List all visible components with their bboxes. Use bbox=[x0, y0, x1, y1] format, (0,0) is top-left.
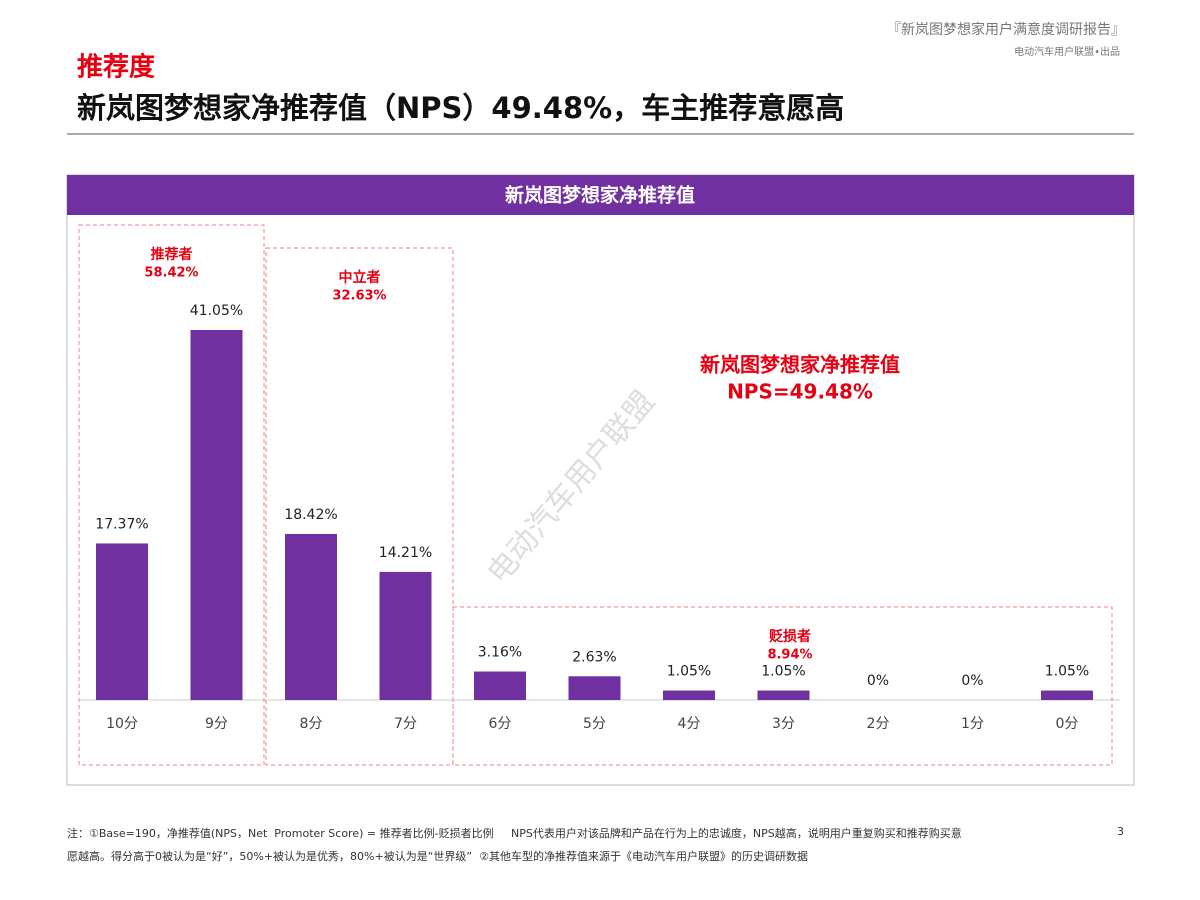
x-tick-label: 5分 bbox=[583, 716, 606, 732]
page-number: 3 bbox=[1117, 825, 1124, 838]
value-label: 17.37% bbox=[95, 516, 148, 532]
chart-header bbox=[67, 175, 1134, 215]
x-tick-label: 0分 bbox=[1056, 716, 1079, 732]
value-label: 3.16% bbox=[478, 645, 522, 661]
group-box bbox=[78, 224, 265, 766]
x-tick-label: 4分 bbox=[678, 716, 701, 732]
x-tick-label: 6分 bbox=[489, 716, 512, 732]
bar bbox=[96, 543, 148, 700]
x-tick-label: 2分 bbox=[867, 716, 890, 732]
value-label: 1.05% bbox=[667, 664, 711, 680]
group-name: 中立者 bbox=[339, 269, 381, 286]
report-name: 『新岚图梦想家用户满意度调研报告』 bbox=[887, 21, 1125, 38]
value-label: 18.42% bbox=[284, 507, 337, 523]
x-tick-label: 7分 bbox=[394, 716, 417, 732]
bar bbox=[568, 676, 621, 700]
value-label: 14.21% bbox=[379, 545, 432, 561]
group-value: 8.94% bbox=[767, 648, 812, 663]
group-name: 贬损者 bbox=[769, 628, 811, 645]
publisher: 电动汽车用户联盟•出品 bbox=[1014, 45, 1120, 58]
watermark: 电动汽车用户联盟 bbox=[481, 384, 662, 590]
x-tick-label: 10分 bbox=[106, 716, 138, 732]
value-label: 0% bbox=[867, 673, 889, 689]
x-tick-label: 3分 bbox=[772, 716, 795, 732]
page-title: 新岚图梦想家净推荐值（NPS）49.48%，车主推荐意愿高 bbox=[77, 91, 844, 125]
bar bbox=[1041, 690, 1093, 700]
value-label: 2.63% bbox=[572, 649, 616, 665]
x-tick-label: 9分 bbox=[205, 716, 228, 732]
footnote: 愿越高。得分高于0被认为是“好”，50%+被认为是优秀，80%+被认为是“世界级… bbox=[67, 849, 808, 863]
bar bbox=[379, 571, 432, 700]
group-value: 32.63% bbox=[332, 289, 386, 304]
annotation: NPS=49.48% bbox=[727, 380, 873, 404]
value-label: 41.05% bbox=[190, 303, 243, 319]
value-label: 0% bbox=[961, 673, 983, 689]
group-value: 58.42% bbox=[144, 266, 198, 281]
bar bbox=[663, 690, 715, 700]
value-label: 1.05% bbox=[1045, 664, 1089, 680]
x-tick-label: 1分 bbox=[961, 716, 984, 732]
group-box bbox=[452, 606, 1113, 766]
group-box bbox=[265, 247, 454, 766]
x-tick-label: 8分 bbox=[300, 716, 323, 732]
bar bbox=[285, 533, 337, 700]
chart-title: 新岚图梦想家净推荐值 bbox=[505, 184, 695, 207]
section-title: 推荐度 bbox=[77, 52, 155, 83]
bar bbox=[190, 330, 243, 700]
bar bbox=[757, 690, 810, 700]
value-label: 1.05% bbox=[761, 664, 805, 680]
annotation: 新岚图梦想家净推荐值 bbox=[700, 353, 900, 377]
bar bbox=[474, 671, 526, 700]
footnote: 注：①Base=190，净推荐值(NPS，Net Promoter Score)… bbox=[67, 826, 962, 840]
group-name: 推荐者 bbox=[151, 246, 193, 263]
